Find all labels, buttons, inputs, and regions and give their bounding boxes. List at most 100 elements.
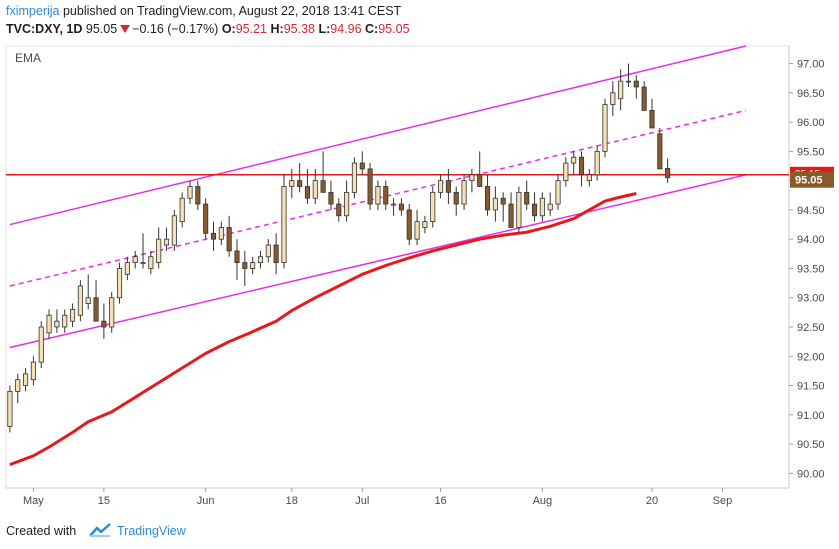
candle bbox=[54, 309, 60, 333]
candle bbox=[70, 303, 76, 328]
candle bbox=[351, 157, 357, 199]
candle bbox=[625, 63, 632, 87]
candle-body-up bbox=[602, 104, 608, 152]
candle bbox=[171, 209, 177, 251]
candle bbox=[524, 180, 530, 210]
candle-body-down bbox=[297, 180, 303, 187]
x-tick-label: 18 bbox=[286, 495, 298, 507]
x-tick-label: Aug bbox=[533, 495, 553, 507]
candle-body-down bbox=[500, 197, 506, 205]
candle-body-up bbox=[140, 262, 146, 265]
price-chart[interactable]: 90.00 90.50 91.00 91.50 92.00 92.50 93.00 93.50… bbox=[0, 42, 839, 512]
candle-body-up bbox=[430, 191, 436, 223]
ema-line bbox=[9, 192, 637, 467]
candle bbox=[210, 221, 217, 251]
y-tick-label: 90.00 bbox=[797, 468, 825, 480]
candle-body-up bbox=[312, 180, 318, 199]
candle bbox=[571, 151, 577, 175]
candle bbox=[140, 233, 146, 269]
candle bbox=[234, 239, 240, 281]
created-with-text: Created with bbox=[6, 524, 77, 538]
candle-body-up bbox=[148, 256, 154, 269]
candle bbox=[422, 215, 428, 234]
candle-body-down bbox=[304, 186, 311, 199]
y-tick-label: 91.50 bbox=[797, 381, 825, 393]
candle-body-up bbox=[555, 180, 561, 205]
open-value: 95.21 bbox=[235, 22, 267, 36]
ohlc-line: TVC:DXY, 1D 95.05 −0.16 (−0.17%) O:95.21 … bbox=[6, 22, 410, 36]
x-tick-label: Sep bbox=[713, 495, 733, 507]
candle-body-down bbox=[195, 186, 201, 205]
candle bbox=[101, 303, 107, 339]
candle-body-up bbox=[618, 80, 624, 100]
plot-area bbox=[5, 45, 790, 489]
candle-body-up bbox=[539, 197, 545, 217]
candle bbox=[641, 81, 647, 111]
candle-body-up bbox=[85, 297, 91, 304]
candle bbox=[304, 168, 311, 205]
candle-body-down bbox=[633, 80, 639, 88]
candle bbox=[531, 192, 538, 222]
candle bbox=[30, 356, 36, 386]
candle-body-down bbox=[203, 203, 209, 234]
candle bbox=[406, 204, 412, 246]
candle-body-down bbox=[657, 133, 663, 170]
candle bbox=[633, 75, 639, 99]
published-text: published on TradingView.com, August 22,… bbox=[62, 4, 402, 18]
candle bbox=[187, 180, 193, 205]
candle bbox=[93, 280, 99, 322]
candle bbox=[414, 209, 420, 246]
candle bbox=[610, 81, 616, 117]
candle bbox=[250, 256, 256, 275]
candle-body-up bbox=[547, 203, 553, 211]
candle-body-up bbox=[7, 391, 13, 427]
candle bbox=[320, 151, 326, 193]
high-label: H: bbox=[270, 22, 284, 36]
candle-body-up bbox=[438, 180, 444, 193]
candle-body-up bbox=[492, 197, 498, 211]
candle-body-up bbox=[265, 244, 271, 258]
candle bbox=[203, 198, 209, 240]
candle bbox=[453, 186, 459, 216]
candle-body-up bbox=[132, 256, 138, 264]
candle bbox=[116, 262, 123, 304]
y-tick-label: 95.50 bbox=[797, 146, 825, 158]
candle bbox=[594, 145, 600, 181]
candle-body-up bbox=[375, 186, 381, 205]
candle bbox=[336, 198, 342, 222]
candle bbox=[383, 180, 389, 210]
candle-body-up bbox=[610, 92, 616, 105]
candle-body-up bbox=[563, 162, 569, 182]
candle-body-up bbox=[30, 361, 36, 381]
candle bbox=[38, 321, 44, 368]
candle bbox=[398, 198, 404, 216]
candle bbox=[375, 180, 381, 210]
candle bbox=[555, 174, 561, 210]
candle bbox=[132, 250, 138, 269]
candle-body-down bbox=[242, 262, 248, 269]
candle bbox=[179, 192, 185, 228]
candle bbox=[445, 168, 451, 205]
candle-body-down bbox=[524, 191, 530, 205]
candle bbox=[508, 192, 514, 228]
last-price: 95.05 bbox=[85, 22, 118, 36]
candle-body-down bbox=[328, 191, 334, 205]
candle bbox=[163, 227, 170, 251]
candle bbox=[328, 180, 334, 210]
candle-body-up bbox=[625, 80, 632, 83]
candle bbox=[430, 186, 436, 228]
candle-body-up bbox=[289, 180, 295, 187]
candle bbox=[367, 163, 373, 210]
low-label: L: bbox=[318, 22, 331, 36]
candle-body-up bbox=[218, 227, 224, 240]
candle-body-up bbox=[422, 221, 428, 228]
candle bbox=[109, 291, 115, 333]
tradingview-brand-link[interactable]: TradingView bbox=[117, 524, 186, 538]
candle-body-up bbox=[156, 238, 162, 264]
y-tick-label: 97.00 bbox=[797, 59, 825, 71]
candle bbox=[124, 256, 130, 281]
candle-body-down bbox=[93, 297, 99, 322]
candle-body-up bbox=[54, 320, 60, 328]
author-link[interactable]: fximperija bbox=[6, 4, 60, 18]
x-tick-label: Jun bbox=[197, 495, 215, 507]
